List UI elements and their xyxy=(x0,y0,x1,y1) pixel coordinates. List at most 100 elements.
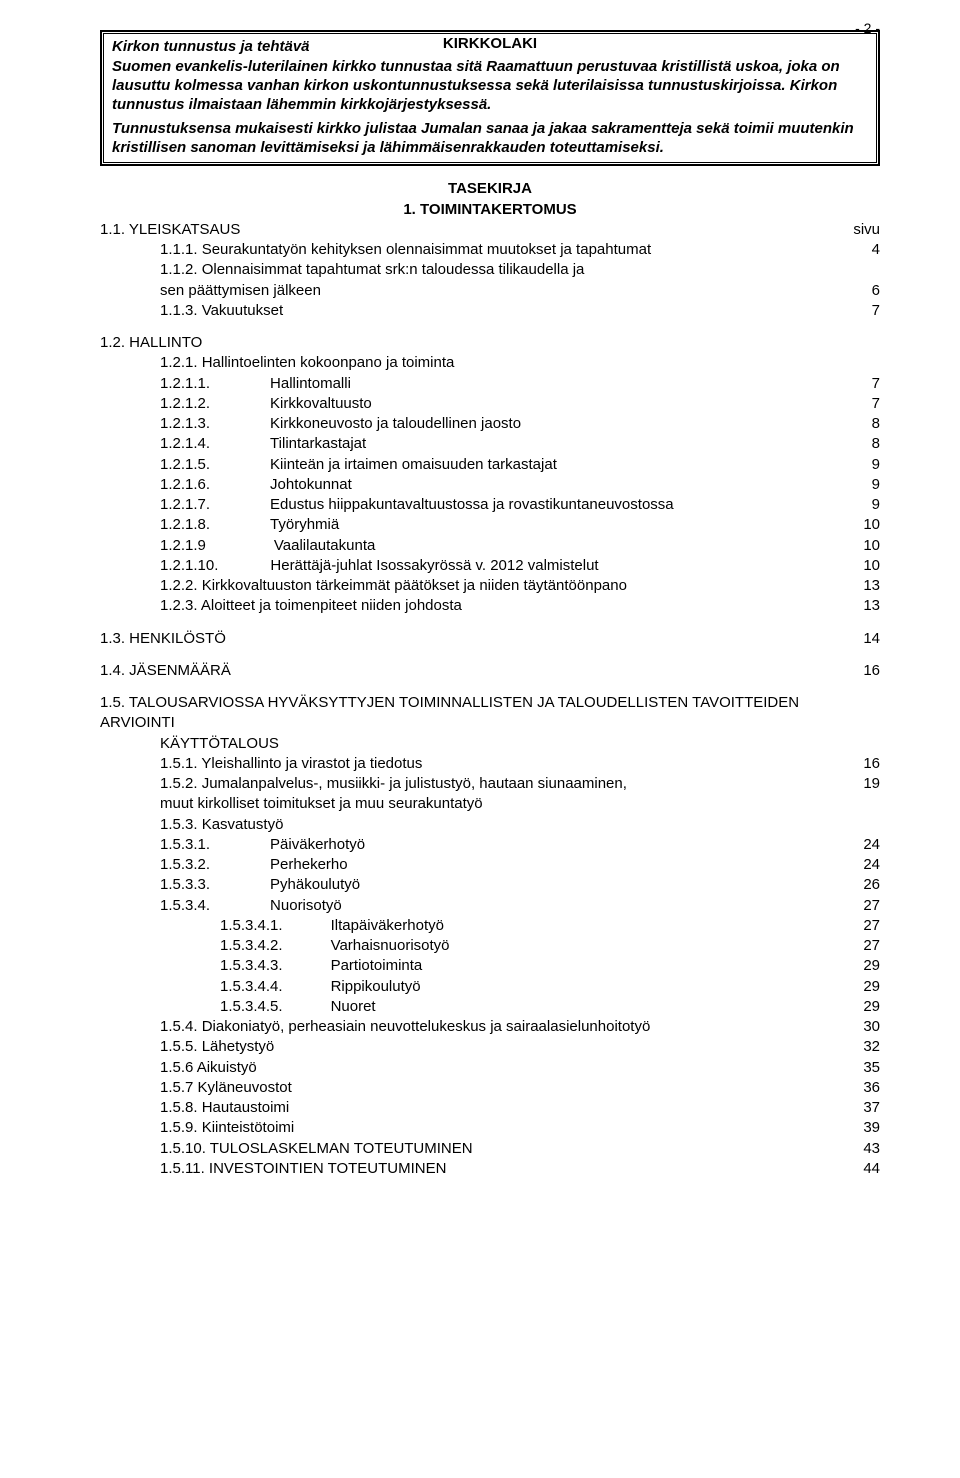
toc-row: 1.2.1.3.Kirkkoneuvosto ja taloudellinen … xyxy=(100,414,880,434)
toc-num: 1.5.3.4. xyxy=(160,897,210,914)
toc-text: 1.1.2. Olennaisimmat tapahtumat srk:n ta… xyxy=(100,260,840,280)
toc-num: 1.5.3.4.4. xyxy=(220,978,283,995)
toc-text: Nuoret xyxy=(283,997,376,1017)
toc-page: 8 xyxy=(840,434,880,454)
box-paragraph-1: Suomen evankelis-luterilainen kirkko tun… xyxy=(112,58,868,114)
toc-text: Pyhäkoulutyö xyxy=(210,875,360,895)
heading-text: 1.4. JÄSENMÄÄRÄ xyxy=(100,661,840,681)
toc-num: 1.2.1.3. xyxy=(160,415,210,432)
toc-page: 6 xyxy=(840,281,880,301)
toc-row: 1.2.1.9Vaalilautakunta 10 xyxy=(100,536,880,556)
toc-num: 1.2.1.9 xyxy=(160,537,206,554)
toc-text: muut kirkolliset toimitukset ja muu seur… xyxy=(100,794,840,814)
toc-row: 1.5.8. Hautaustoimi 37 xyxy=(100,1098,880,1118)
toc-page: 36 xyxy=(840,1078,880,1098)
toc-text: Tilintarkastajat xyxy=(210,434,366,454)
toc-row: 1.5.3. Kasvatustyö xyxy=(100,815,880,835)
toc-text: 1.2.3. Aloitteet ja toimenpiteet niiden … xyxy=(100,596,840,616)
toc-text: Työryhmiä xyxy=(210,515,339,535)
toc-num: 1.2.1.6. xyxy=(160,476,210,493)
toc-text: Rippikoulutyö xyxy=(283,977,421,997)
toc-page: 16 xyxy=(840,754,880,774)
toc-page: 16 xyxy=(840,661,880,681)
toc-text: 1.5.10. TULOSLASKELMAN TOTEUTUMINEN xyxy=(100,1139,840,1159)
toc-page: 7 xyxy=(840,301,880,321)
toc-row: 1.2.1.1.Hallintomalli 7 xyxy=(100,374,880,394)
toc-page: 29 xyxy=(840,997,880,1017)
toc-row: 1.5.6 Aikuistyö 35 xyxy=(100,1058,880,1078)
toc-text: 1.2.1. Hallintoelinten kokoonpano ja toi… xyxy=(100,353,840,373)
toc-page: 26 xyxy=(840,875,880,895)
toc-page: 13 xyxy=(840,596,880,616)
section-1-title: 1. TOIMINTAKERTOMUS xyxy=(100,201,880,218)
toc-row: 1.2.1.4.Tilintarkastajat 8 xyxy=(100,434,880,454)
toc-text: Herättäjä-juhlat Isossakyrössä v. 2012 v… xyxy=(218,556,598,576)
toc-text: 1.1.3. Vakuutukset xyxy=(100,301,840,321)
toc-row: 1.5.7 Kyläneuvostot 36 xyxy=(100,1078,880,1098)
toc-text: 1.5.11. INVESTOINTIEN TOTEUTUMINEN xyxy=(100,1159,840,1179)
toc-row: 1.5.3.4.5.Nuoret 29 xyxy=(100,997,880,1017)
toc-page: 14 xyxy=(840,629,880,649)
toc-row: sen päättymisen jälkeen 6 xyxy=(100,281,880,301)
toc-page: 35 xyxy=(840,1058,880,1078)
toc-text: Päiväkerhotyö xyxy=(210,835,365,855)
toc-row: 1.1.2. Olennaisimmat tapahtumat srk:n ta… xyxy=(100,260,880,280)
toc-row: 1.5.1. Yleishallinto ja virastot ja tied… xyxy=(100,754,880,774)
toc-page: 27 xyxy=(840,936,880,956)
toc-page: 32 xyxy=(840,1037,880,1057)
toc-row: 1.2.1.5.Kiinteän ja irtaimen omaisuuden … xyxy=(100,455,880,475)
toc-row: 1.5.3.4.1.Iltapäiväkerhotyö 27 xyxy=(100,916,880,936)
toc-page xyxy=(840,260,880,280)
toc-num: 1.2.1.5. xyxy=(160,456,210,473)
toc-text: Partiotoiminta xyxy=(283,956,423,976)
toc-text: sen päättymisen jälkeen xyxy=(100,281,840,301)
toc-page: 29 xyxy=(840,977,880,997)
toc-text: Vaalilautakunta xyxy=(206,536,375,556)
page-number: - 2 - xyxy=(855,20,880,36)
heading-1-1-text: 1.1. YLEISKATSAUS xyxy=(100,220,840,240)
heading-text: 1.3. HENKILÖSTÖ xyxy=(100,629,840,649)
toc-row: 1.2.2. Kirkkovaltuuston tärkeimmät päätö… xyxy=(100,576,880,596)
heading-1-5-line2: ARVIOINTI xyxy=(100,713,880,733)
toc-text: KÄYTTÖTALOUS xyxy=(100,734,840,754)
heading-1-2: 1.2. HALLINTO xyxy=(100,333,880,353)
toc-text: 1.5.2. Jumalanpalvelus-, musiikki- ja ju… xyxy=(100,774,840,794)
toc-row: 1.1.1. Seurakuntatyön kehityksen olennai… xyxy=(100,240,880,260)
toc-page: 19 xyxy=(840,774,880,794)
document-page: - 2 - Kirkon tunnustus ja tehtävä KIRKKO… xyxy=(0,0,960,1478)
toc-row: 1.5.3.3.Pyhäkoulutyö 26 xyxy=(100,875,880,895)
toc-page: 13 xyxy=(840,576,880,596)
toc-page: 10 xyxy=(840,536,880,556)
toc-row: 1.2.1.7.Edustus hiippakuntavaltuustossa … xyxy=(100,495,880,515)
toc-text: 1.5.6 Aikuistyö xyxy=(100,1058,840,1078)
toc-page: 44 xyxy=(840,1159,880,1179)
toc-row: 1.2.1.2.Kirkkovaltuusto 7 xyxy=(100,394,880,414)
toc-row: 1.5.3.4.3.Partiotoiminta 29 xyxy=(100,956,880,976)
toc-row: 1.5.11. INVESTOINTIEN TOTEUTUMINEN 44 xyxy=(100,1159,880,1179)
box-paragraph-2: Tunnustuksensa mukaisesti kirkko julista… xyxy=(112,120,868,158)
toc-row: 1.2.3. Aloitteet ja toimenpiteet niiden … xyxy=(100,596,880,616)
toc-row: 1.5.4. Diakoniatyö, perheasiain neuvotte… xyxy=(100,1017,880,1037)
toc-row: 1.5.3.4.2.Varhaisnuorisotyö 27 xyxy=(100,936,880,956)
toc-text: Hallintomalli xyxy=(210,374,351,394)
toc-row: 1.5.3.4.Nuorisotyö 27 xyxy=(100,896,880,916)
toc-page: 4 xyxy=(840,240,880,260)
toc-num: 1.5.3.4.5. xyxy=(220,998,283,1015)
toc-row: 1.5.5. Lähetystyö 32 xyxy=(100,1037,880,1057)
toc-text: 1.1.1. Seurakuntatyön kehityksen olennai… xyxy=(100,240,840,260)
heading-text: 1.5. TALOUSARVIOSSA HYVÄKSYTTYJEN TOIMIN… xyxy=(100,693,840,713)
toc-num: 1.2.1.7. xyxy=(160,496,210,513)
sivu-label: sivu xyxy=(840,220,880,240)
toc-text: Kirkkovaltuusto xyxy=(210,394,372,414)
toc-page: 39 xyxy=(840,1118,880,1138)
toc-text: 1.5.9. Kiinteistötoimi xyxy=(100,1118,840,1138)
law-box: Kirkon tunnustus ja tehtävä KIRKKOLAKI S… xyxy=(100,30,880,166)
toc-num: 1.2.1.1. xyxy=(160,375,210,392)
toc-page: 9 xyxy=(840,475,880,495)
toc-text: Perhekerho xyxy=(210,855,348,875)
toc-page: 27 xyxy=(840,896,880,916)
toc-row: 1.2.1. Hallintoelinten kokoonpano ja toi… xyxy=(100,353,880,373)
toc-page: 7 xyxy=(840,374,880,394)
toc-text: 1.5.4. Diakoniatyö, perheasiain neuvotte… xyxy=(100,1017,840,1037)
heading-1-1: 1.1. YLEISKATSAUS sivu xyxy=(100,220,880,240)
